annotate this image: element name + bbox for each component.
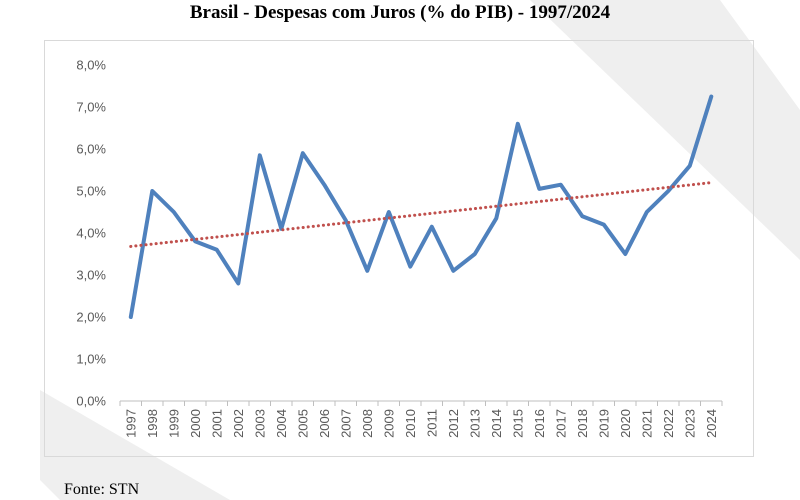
x-tick-label: 1998 [145,409,160,438]
y-tick-label: 2,0% [76,310,106,325]
x-tick-label: 2021 [639,409,654,438]
x-tick-label: 2010 [403,409,418,438]
x-tick-label: 2009 [381,409,396,438]
y-tick-label: 3,0% [76,268,106,283]
x-tick-label: 2003 [252,409,267,438]
x-tick-label: 1997 [123,409,138,438]
y-axis: 0,0% 1,0% 2,0% 3,0% 4,0% 5,0% 6,0% 7,0% 8,0% [76,58,106,409]
y-tick-label: 8,0% [76,58,106,73]
x-tick-label: 2013 [467,409,482,438]
x-tick-label: 2008 [360,409,375,438]
x-tick-label: 2004 [274,409,289,438]
x-tick-label: 2022 [661,409,676,438]
y-tick-label: 6,0% [76,142,106,157]
x-tick-label: 2005 [295,409,310,438]
x-tick-label: 2000 [188,409,203,438]
x-tick-label: 2011 [424,409,439,437]
x-tick-label: 2012 [446,409,461,438]
series-group [128,94,714,319]
x-tick-label: 2017 [553,409,568,438]
x-tick-label: 2018 [575,409,590,438]
y-tick-label: 7,0% [76,100,106,115]
y-tick-label: 1,0% [76,352,106,367]
x-axis: 1997 1998 1999 2000 2001 2002 2003 2004 2005 2006… [119,400,723,438]
x-tick-label: 2002 [231,409,246,438]
x-tick-label: 2014 [489,409,504,438]
x-tick-label: 2020 [618,409,633,438]
chart-title: Brasil - Despesas com Juros (% do PIB) -… [189,2,611,23]
series-line-juros [128,94,714,319]
x-tick-label: 2023 [682,409,697,438]
source-note: Fonte: STN [64,481,140,498]
x-tick-label: 2006 [317,409,332,438]
x-tick-label: 2015 [510,409,525,438]
chart-frame [44,40,754,457]
x-tick-label: 2024 [704,409,719,438]
x-tick-label: 2016 [532,409,547,438]
x-tick-label: 2019 [596,409,611,438]
y-tick-label: 4,0% [76,226,106,241]
x-tick-label: 2007 [338,409,353,438]
y-tick-label: 0,0% [76,394,106,409]
x-tick-label: 1999 [166,409,181,438]
x-tick-label: 2001 [209,409,224,438]
y-tick-label: 5,0% [76,184,106,199]
trendline [129,181,713,248]
